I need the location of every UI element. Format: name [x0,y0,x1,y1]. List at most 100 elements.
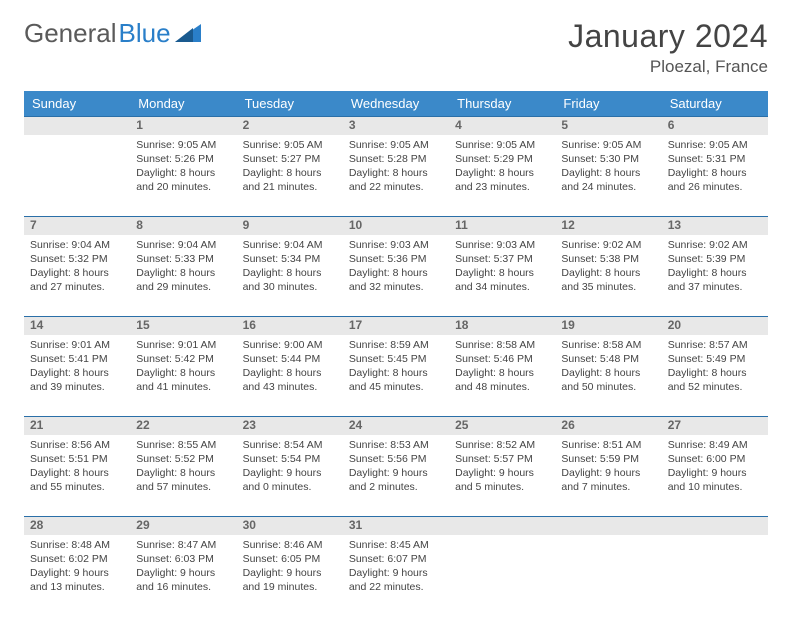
daylight-text-2: and 5 minutes. [455,480,549,494]
daylight-text-1: Daylight: 8 hours [561,266,655,280]
logo-text-1: General [24,18,117,49]
sunset-text: Sunset: 5:28 PM [349,152,443,166]
day-number: 8 [130,217,236,235]
day-number: 21 [24,417,130,435]
sunrise-text: Sunrise: 8:45 AM [349,538,443,552]
sunrise-text: Sunrise: 8:57 AM [668,338,762,352]
day-number: 25 [449,417,555,435]
sunrise-text: Sunrise: 9:01 AM [136,338,230,352]
content-row: Sunrise: 9:04 AMSunset: 5:32 PMDaylight:… [24,235,768,317]
day-number: 24 [343,417,449,435]
sunrise-text: Sunrise: 8:52 AM [455,438,549,452]
sunrise-text: Sunrise: 9:04 AM [243,238,337,252]
daylight-text-1: Daylight: 8 hours [136,266,230,280]
sunrise-text: Sunrise: 8:49 AM [668,438,762,452]
sunrise-text: Sunrise: 9:05 AM [243,138,337,152]
day-header: Tuesday [237,91,343,117]
daylight-text-2: and 30 minutes. [243,280,337,294]
sunrise-text: Sunrise: 9:03 AM [349,238,443,252]
daylight-text-2: and 37 minutes. [668,280,762,294]
daylight-text-1: Daylight: 9 hours [561,466,655,480]
sunrise-text: Sunrise: 9:02 AM [561,238,655,252]
day-number: 20 [662,317,768,335]
sunset-text: Sunset: 5:31 PM [668,152,762,166]
header: GeneralBlue January 2024 Ploezal, France [24,18,768,77]
daylight-text-2: and 32 minutes. [349,280,443,294]
sunset-text: Sunset: 5:32 PM [30,252,124,266]
sunrise-text: Sunrise: 8:55 AM [136,438,230,452]
daylight-text-2: and 52 minutes. [668,380,762,394]
day-cell: Sunrise: 8:48 AMSunset: 6:02 PMDaylight:… [24,535,130,617]
day-header: Friday [555,91,661,117]
sunset-text: Sunset: 5:41 PM [30,352,124,366]
day-number: 17 [343,317,449,335]
sunset-text: Sunset: 5:34 PM [243,252,337,266]
daylight-text-1: Daylight: 8 hours [243,266,337,280]
sunrise-text: Sunrise: 9:05 AM [668,138,762,152]
daylight-text-1: Daylight: 8 hours [136,366,230,380]
sunset-text: Sunset: 6:00 PM [668,452,762,466]
daylight-text-2: and 7 minutes. [561,480,655,494]
sunrise-text: Sunrise: 8:58 AM [455,338,549,352]
day-cell: Sunrise: 9:04 AMSunset: 5:32 PMDaylight:… [24,235,130,317]
sunset-text: Sunset: 5:26 PM [136,152,230,166]
daynum-row: 21222324252627 [24,417,768,435]
day-cell: Sunrise: 8:52 AMSunset: 5:57 PMDaylight:… [449,435,555,517]
daylight-text-1: Daylight: 8 hours [30,366,124,380]
daylight-text-2: and 16 minutes. [136,580,230,594]
sunrise-text: Sunrise: 8:56 AM [30,438,124,452]
sunrise-text: Sunrise: 8:48 AM [30,538,124,552]
day-cell: Sunrise: 9:01 AMSunset: 5:41 PMDaylight:… [24,335,130,417]
sunrise-text: Sunrise: 9:02 AM [668,238,762,252]
content-row: Sunrise: 8:48 AMSunset: 6:02 PMDaylight:… [24,535,768,617]
daylight-text-1: Daylight: 8 hours [668,366,762,380]
sunrise-text: Sunrise: 9:05 AM [561,138,655,152]
day-cell: Sunrise: 9:02 AMSunset: 5:38 PMDaylight:… [555,235,661,317]
sunset-text: Sunset: 5:42 PM [136,352,230,366]
day-cell: Sunrise: 8:58 AMSunset: 5:46 PMDaylight:… [449,335,555,417]
day-cell: Sunrise: 8:53 AMSunset: 5:56 PMDaylight:… [343,435,449,517]
day-number: 10 [343,217,449,235]
day-number: 15 [130,317,236,335]
sunset-text: Sunset: 5:27 PM [243,152,337,166]
day-number [449,517,555,535]
day-header: Saturday [662,91,768,117]
content-row: Sunrise: 8:56 AMSunset: 5:51 PMDaylight:… [24,435,768,517]
daylight-text-1: Daylight: 9 hours [349,566,443,580]
day-number: 22 [130,417,236,435]
daylight-text-1: Daylight: 8 hours [136,466,230,480]
daylight-text-2: and 24 minutes. [561,180,655,194]
day-number: 23 [237,417,343,435]
sunrise-text: Sunrise: 9:05 AM [349,138,443,152]
sunrise-text: Sunrise: 9:04 AM [136,238,230,252]
daylight-text-2: and 27 minutes. [30,280,124,294]
day-number: 4 [449,117,555,135]
sunset-text: Sunset: 6:07 PM [349,552,443,566]
day-cell: Sunrise: 9:03 AMSunset: 5:36 PMDaylight:… [343,235,449,317]
day-cell: Sunrise: 9:05 AMSunset: 5:30 PMDaylight:… [555,135,661,217]
sunrise-text: Sunrise: 9:00 AM [243,338,337,352]
day-number [662,517,768,535]
day-cell: Sunrise: 9:05 AMSunset: 5:27 PMDaylight:… [237,135,343,217]
day-cell: Sunrise: 8:57 AMSunset: 5:49 PMDaylight:… [662,335,768,417]
daylight-text-1: Daylight: 8 hours [455,166,549,180]
day-number: 18 [449,317,555,335]
sunset-text: Sunset: 6:03 PM [136,552,230,566]
sunrise-text: Sunrise: 9:05 AM [136,138,230,152]
daylight-text-2: and 45 minutes. [349,380,443,394]
day-number: 28 [24,517,130,535]
day-header: Wednesday [343,91,449,117]
sunrise-text: Sunrise: 9:03 AM [455,238,549,252]
daylight-text-2: and 29 minutes. [136,280,230,294]
day-number: 2 [237,117,343,135]
sunset-text: Sunset: 5:37 PM [455,252,549,266]
day-cell: Sunrise: 8:51 AMSunset: 5:59 PMDaylight:… [555,435,661,517]
sunrise-text: Sunrise: 9:01 AM [30,338,124,352]
daynum-row: 123456 [24,117,768,135]
day-number: 13 [662,217,768,235]
daylight-text-1: Daylight: 8 hours [30,266,124,280]
daylight-text-1: Daylight: 8 hours [349,266,443,280]
day-cell: Sunrise: 8:47 AMSunset: 6:03 PMDaylight:… [130,535,236,617]
sunrise-text: Sunrise: 8:46 AM [243,538,337,552]
day-cell: Sunrise: 9:05 AMSunset: 5:29 PMDaylight:… [449,135,555,217]
